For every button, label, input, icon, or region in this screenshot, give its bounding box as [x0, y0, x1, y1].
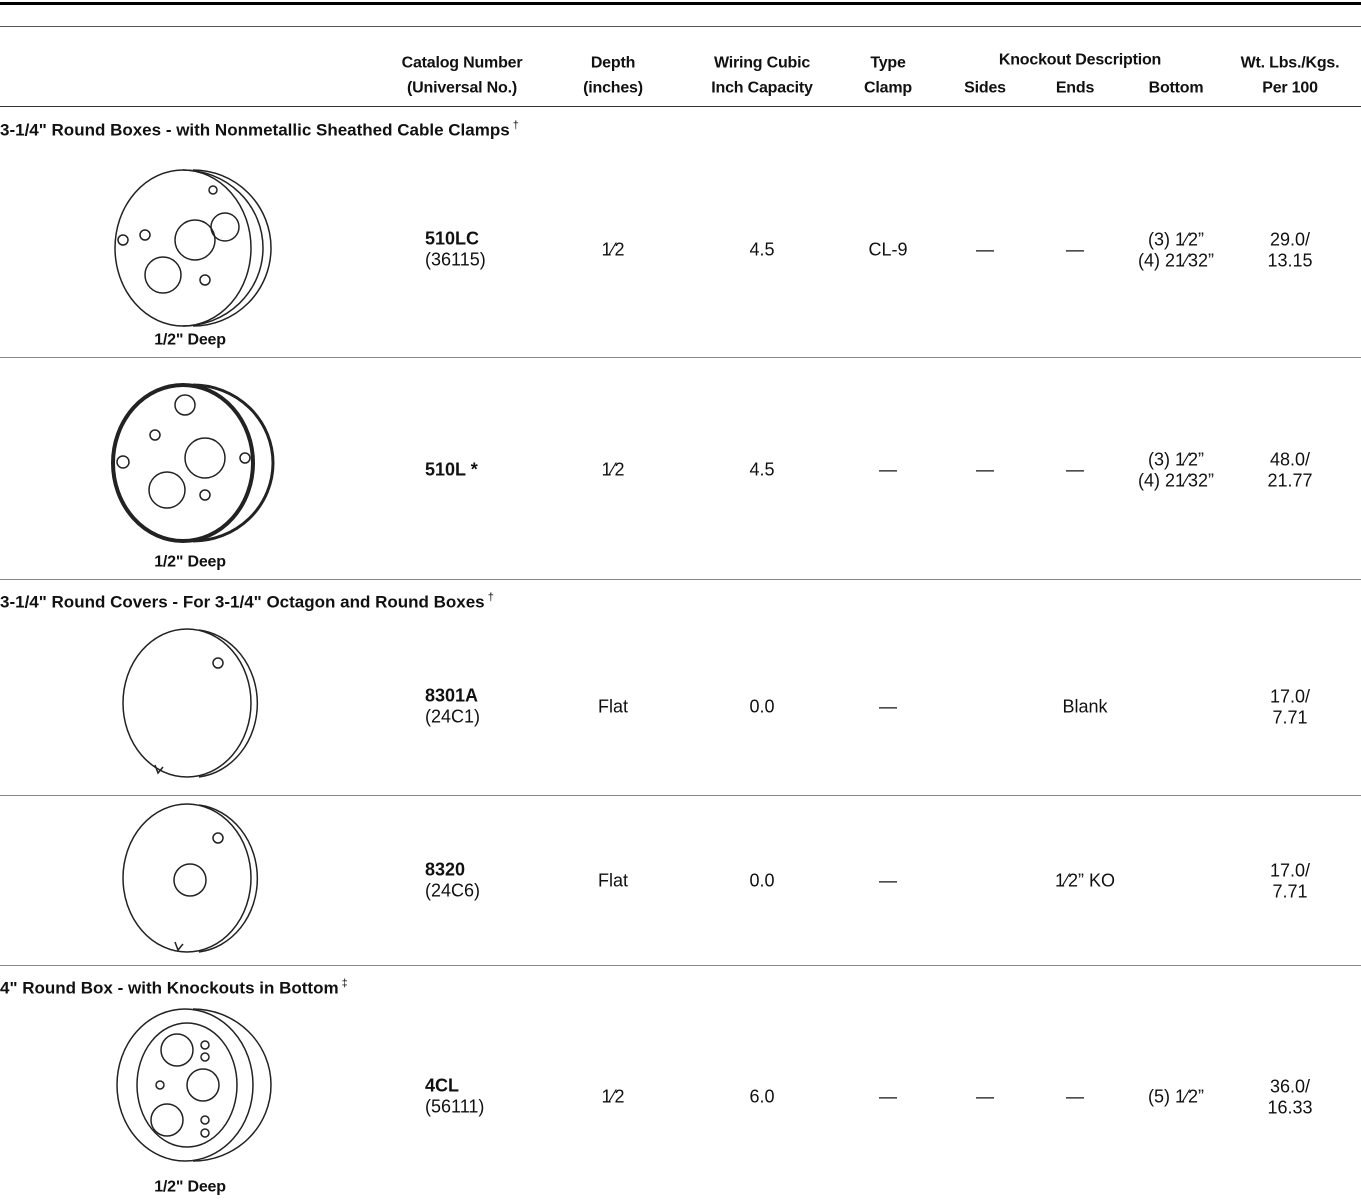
catalog-number: 8320: [425, 859, 466, 880]
weight: 48.0/: [1269, 449, 1311, 469]
footnote-mark: †: [509, 119, 519, 132]
caption: 1/2" Deep: [154, 553, 226, 571]
rule: [0, 26, 1361, 27]
caption: 1/2" Deep: [154, 331, 226, 349]
weight: 13.15: [1267, 250, 1313, 270]
depth: 1⁄2: [601, 239, 625, 260]
bottom: (4) 21⁄32”: [1137, 250, 1215, 270]
box-drawing: [116, 1008, 272, 1162]
rule: [0, 579, 1361, 580]
ends: —: [1066, 239, 1084, 260]
box-drawing: [111, 383, 275, 543]
column-header: Inch Capacity: [711, 79, 813, 97]
top-rule: [0, 2, 1361, 5]
capacity: 0.0: [749, 696, 775, 717]
catalog-number: 510LC: [425, 228, 480, 249]
capacity: 4.5: [749, 459, 775, 480]
weight: 36.0/: [1269, 1076, 1311, 1096]
footnote-mark: ‡: [338, 977, 348, 990]
rule: [0, 106, 1361, 107]
column-header: Ends: [1055, 79, 1095, 97]
sides: —: [976, 1086, 994, 1107]
catalog-number: 8301A: [425, 685, 479, 706]
clamp: —: [879, 696, 897, 717]
column-header: Clamp: [864, 79, 912, 97]
weight: 7.71: [1272, 881, 1308, 901]
bottom: (4) 21⁄32”: [1137, 470, 1215, 490]
column-group-header: Knockout Description: [998, 51, 1162, 69]
column-header: Wiring Cubic: [713, 54, 811, 72]
catalog-number: 4CL: [425, 1075, 460, 1096]
column-header: Depth: [590, 54, 636, 72]
bottom: (5) 1⁄2”: [1147, 1086, 1205, 1107]
column-header: Type: [870, 54, 906, 72]
capacity: 4.5: [749, 239, 775, 260]
universal-number: (24C6): [425, 880, 481, 901]
box-drawing: [114, 169, 272, 327]
depth: 1⁄2: [601, 1086, 625, 1107]
weight: 29.0/: [1269, 229, 1311, 249]
universal-number: (24C1): [425, 706, 481, 727]
universal-number: (36115): [425, 249, 486, 270]
section-title: 3-1/4" Round Boxes - with Nonmetallic Sh…: [0, 119, 519, 140]
ends: —: [1066, 459, 1084, 480]
ends: —: [1066, 1086, 1084, 1107]
footnote-mark: †: [484, 591, 494, 604]
column-header: (Universal No.): [407, 79, 517, 97]
cover-drawing: [122, 628, 259, 778]
sides: —: [976, 239, 994, 260]
caption: 1/2" Deep: [154, 1178, 226, 1196]
column-header: Wt. Lbs./Kgs.: [1240, 54, 1340, 72]
depth: Flat: [597, 870, 629, 891]
clamp: CL-9: [868, 239, 908, 260]
rule: [0, 795, 1361, 796]
column-header: Catalog Number: [401, 54, 523, 72]
column-header: Per 100: [1262, 79, 1318, 97]
depth: 1⁄2: [601, 459, 625, 480]
section-title: 4" Round Box - with Knockouts in Bottom …: [0, 977, 348, 998]
clamp: —: [879, 459, 897, 480]
rule: [0, 357, 1361, 358]
weight: 16.33: [1267, 1097, 1313, 1117]
column-header: Bottom: [1148, 79, 1204, 97]
weight: 17.0/: [1269, 686, 1311, 706]
column-header: Sides: [964, 79, 1006, 97]
weight: 17.0/: [1269, 860, 1311, 880]
depth: Flat: [597, 696, 629, 717]
knockout: 1⁄2” KO: [1054, 870, 1116, 891]
capacity: 6.0: [749, 1086, 775, 1107]
knockout: Blank: [1062, 696, 1108, 717]
bottom: (3) 1⁄2”: [1147, 449, 1205, 469]
cover-drawing: [122, 803, 259, 953]
weight: 21.77: [1267, 470, 1313, 490]
bottom: (3) 1⁄2”: [1147, 229, 1205, 249]
capacity: 0.0: [749, 870, 775, 891]
weight: 7.71: [1272, 707, 1308, 727]
section-title: 3-1/4" Round Covers - For 3-1/4" Octagon…: [0, 591, 494, 612]
catalog-number: 510L *: [425, 459, 478, 480]
clamp: —: [879, 870, 897, 891]
column-header: (inches): [583, 79, 643, 97]
sides: —: [976, 459, 994, 480]
clamp: —: [879, 1086, 897, 1107]
rule: [0, 965, 1361, 966]
universal-number: (56111): [425, 1096, 485, 1117]
